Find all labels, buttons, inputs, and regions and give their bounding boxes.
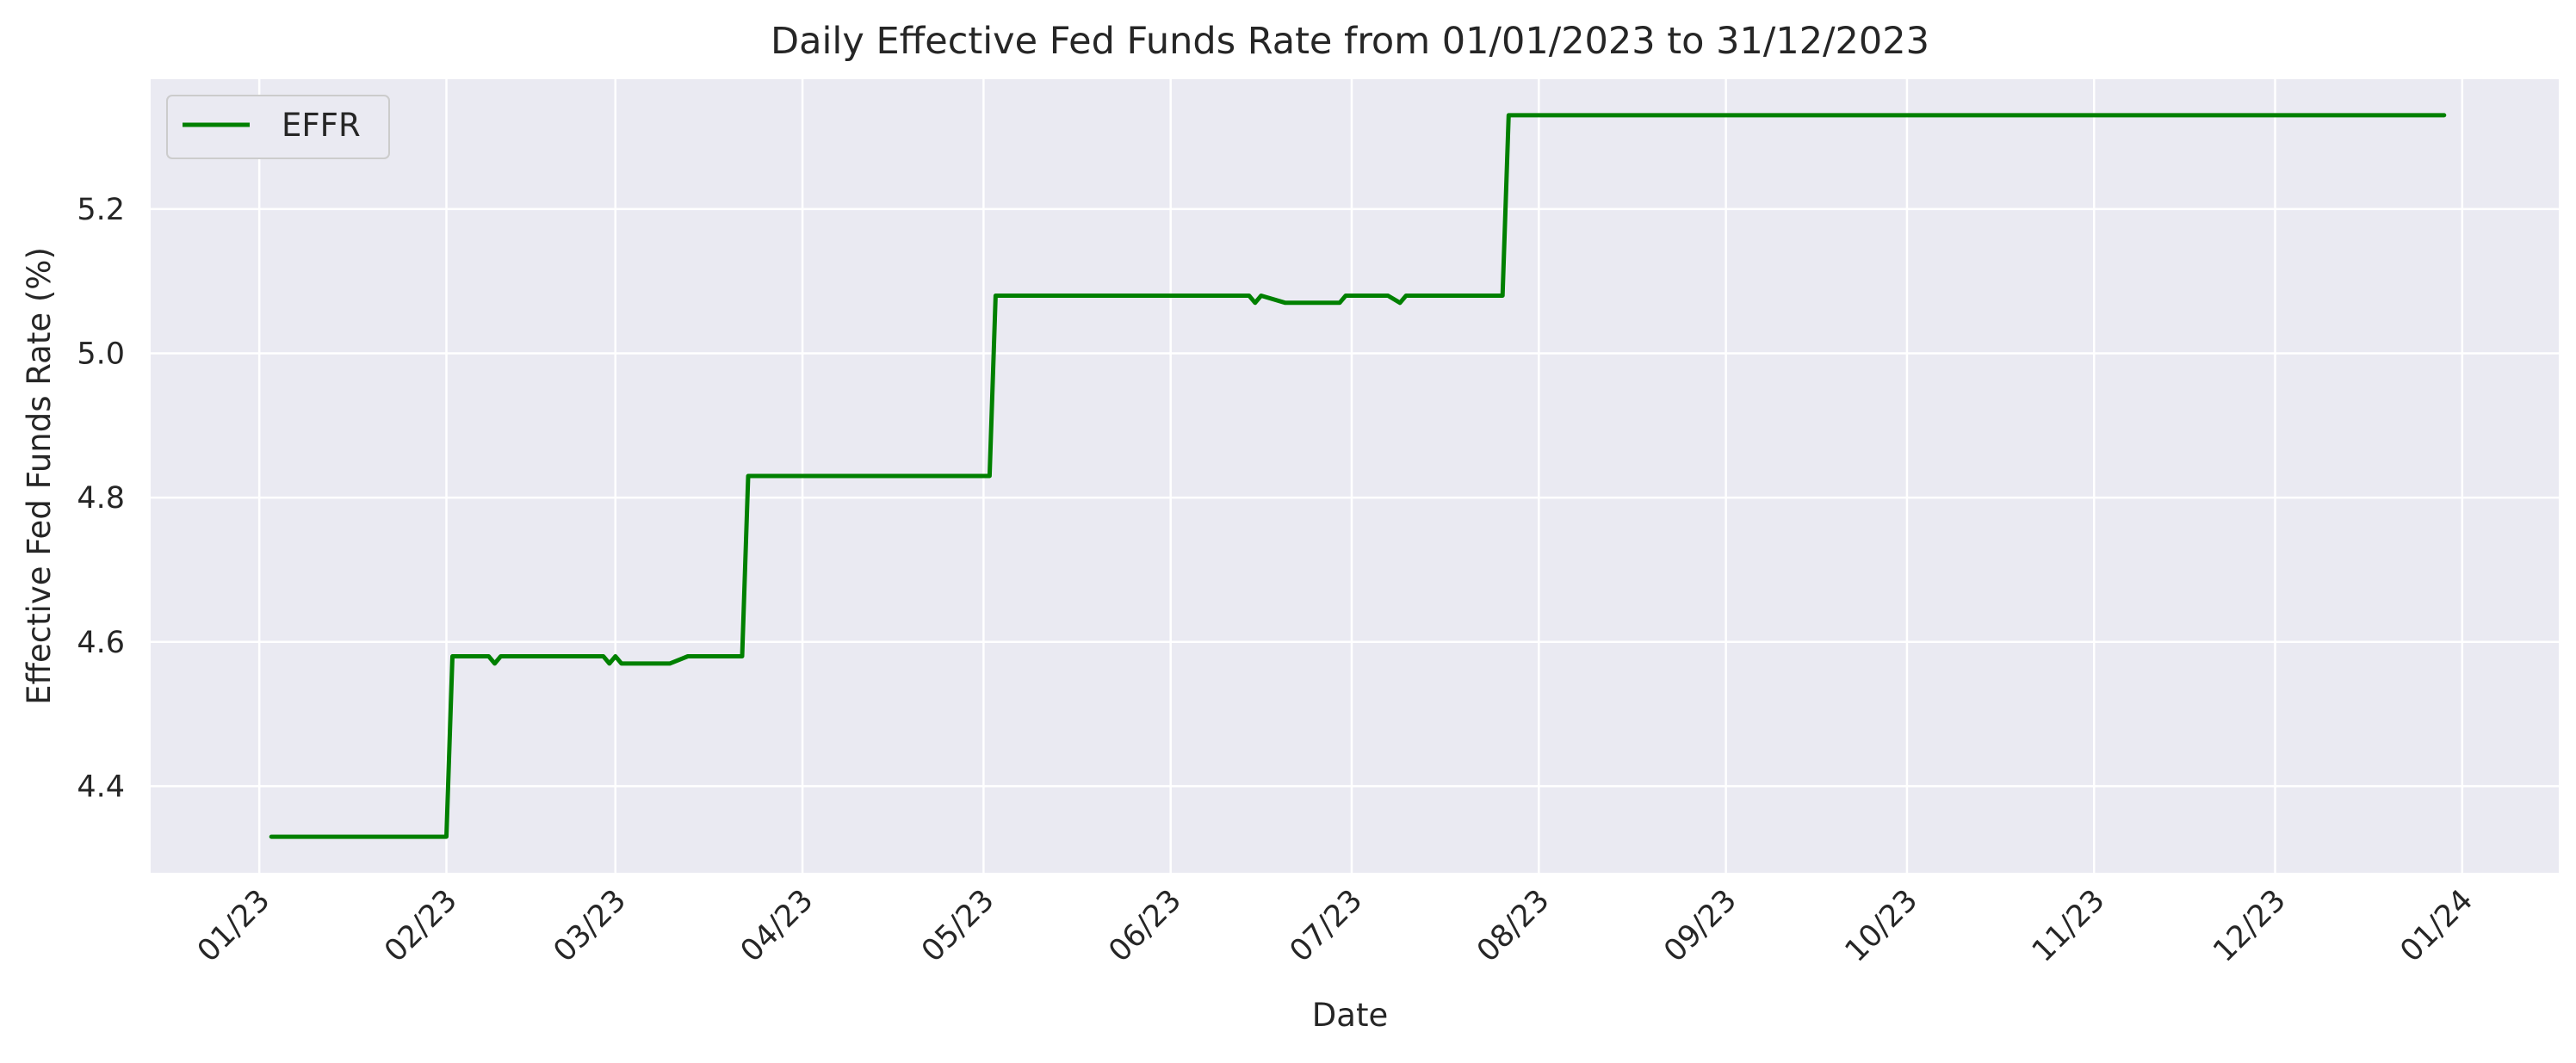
legend-label: EFFR — [282, 107, 361, 144]
plot-background — [151, 79, 2559, 873]
x-tick-label: 11/23 — [2026, 883, 2112, 969]
chart-title: Daily Effective Fed Funds Rate from 01/0… — [771, 20, 1929, 63]
x-axis-label: Date — [1312, 997, 1388, 1034]
x-tick-label: 07/23 — [1284, 883, 1370, 969]
x-tick-label: 04/23 — [734, 883, 820, 969]
y-axis-label: Effective Fed Funds Rate (%) — [21, 247, 58, 705]
series-line-effr — [269, 113, 2447, 839]
x-tick-label: 02/23 — [378, 883, 464, 969]
x-tick-labels: 01/23 02/23 03/23 04/23 05/23 06/23 07/23 08/23… — [191, 883, 2480, 969]
grid-lines — [151, 79, 2559, 873]
x-tick-label: 05/23 — [915, 883, 1001, 969]
y-tick-label: 5.0 — [77, 337, 125, 372]
x-tick-label: 10/23 — [1839, 883, 1925, 969]
x-tick-label: 01/24 — [2394, 883, 2480, 969]
x-tick-label: 03/23 — [548, 883, 634, 969]
x-tick-label: 09/23 — [1657, 883, 1743, 969]
x-tick-label: 12/23 — [2207, 883, 2293, 969]
series-layer — [269, 113, 2447, 839]
y-tick-label: 4.4 — [77, 769, 125, 804]
y-tick-label: 4.6 — [77, 626, 125, 660]
legend: EFFR — [166, 95, 390, 159]
y-tick-labels: 4.4 4.6 4.8 5.0 5.2 — [77, 193, 125, 805]
legend-box — [166, 95, 390, 159]
x-tick-label: 01/23 — [191, 883, 277, 969]
x-tick-label: 06/23 — [1102, 883, 1188, 969]
y-tick-label: 5.2 — [77, 193, 125, 227]
x-tick-label: 08/23 — [1471, 883, 1557, 969]
y-tick-label: 4.8 — [77, 481, 125, 516]
